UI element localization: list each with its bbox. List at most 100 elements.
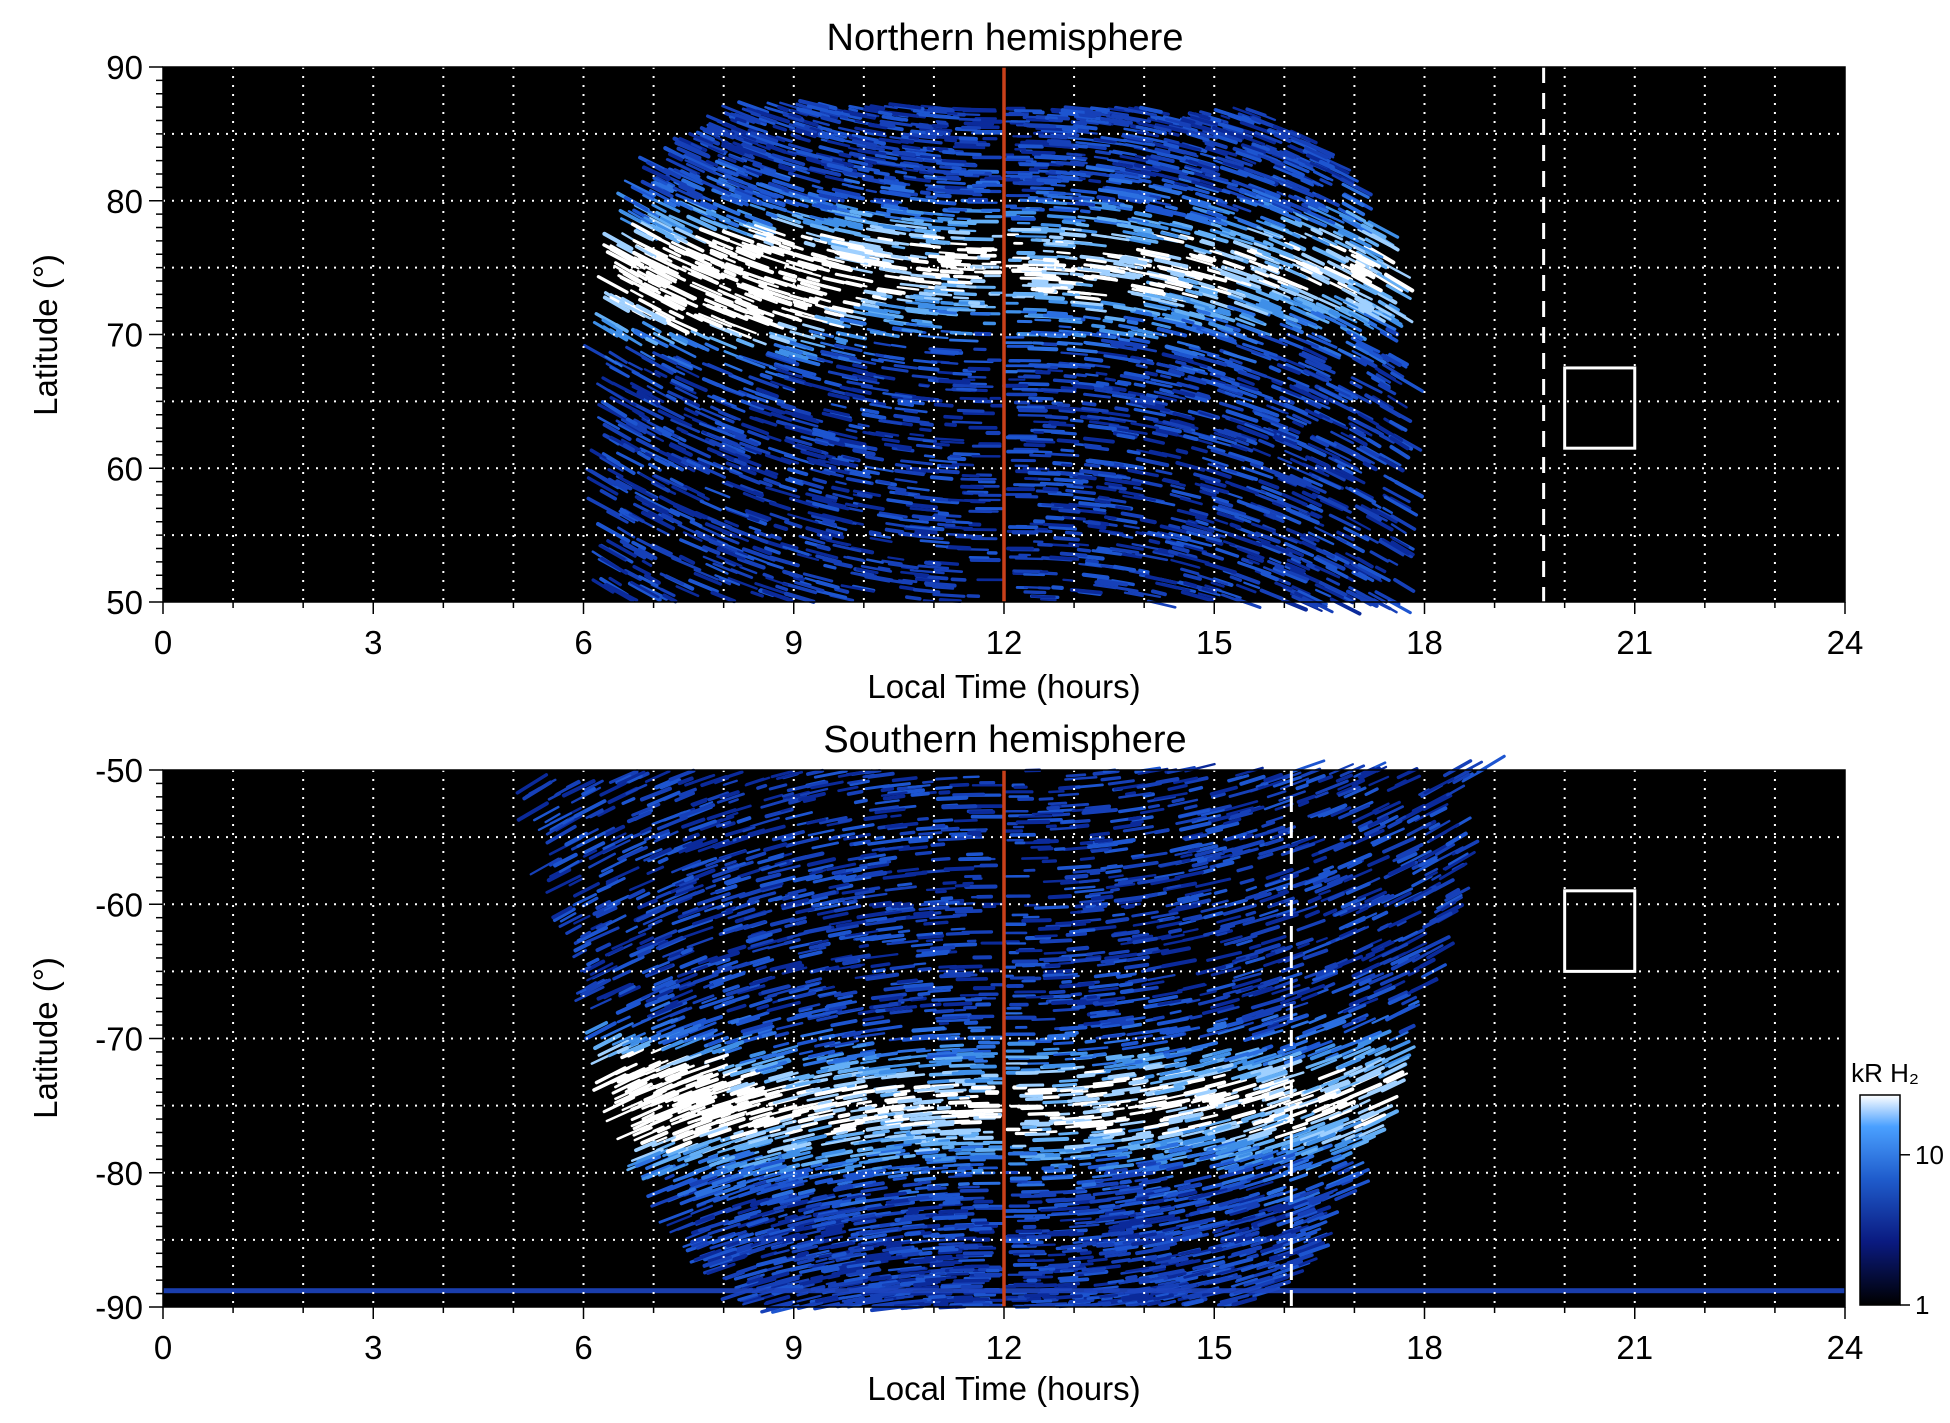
aurora-streak [941,1145,955,1150]
aurora-streak [648,196,681,213]
aurora-streak [1098,495,1110,500]
aurora-streak [1048,235,1064,240]
aurora-streak [941,158,967,164]
aurora-streak [1070,188,1098,195]
aurora-streak [803,240,816,248]
aurora-streak [931,123,948,129]
aurora-streak [914,298,940,304]
aurora-streak [1066,152,1083,157]
aurora-streak [913,167,926,172]
aurora-streak [947,207,968,212]
aurora-streak [938,598,962,604]
aurora-streak [1025,124,1057,129]
aurora-streak [1351,570,1368,581]
aurora-streak [1024,1132,1050,1137]
aurora-streak [1261,485,1283,496]
aurora-streak [1033,1258,1055,1263]
aurora-streak [1027,346,1059,352]
aurora-streak [935,544,949,549]
aurora-streak [911,319,923,323]
aurora-streak [909,196,937,203]
aurora-streak [911,395,935,402]
aurora-streak [1121,255,1139,262]
aurora-streak [1160,374,1172,380]
aurora-streak [1042,275,1060,280]
aurora-streak [959,396,988,401]
aurora-streak [1047,194,1073,199]
aurora-streak [1017,144,1044,149]
y-tick-label: 80 [106,183,143,220]
aurora-streak [1126,552,1139,557]
aurora-streak [1049,555,1080,561]
aurora-streak [952,371,973,377]
aurora-streak [932,585,955,590]
aurora-streak [1062,578,1075,582]
aurora-streak [739,565,758,575]
aurora-streak [950,236,966,240]
aurora-streak [633,418,663,436]
aurora-streak [1144,370,1158,377]
aurora-streak [1072,383,1095,390]
aurora-streak [939,269,964,275]
aurora-streak [1043,181,1058,186]
aurora-streak [1139,517,1157,525]
aurora-streak [1138,178,1152,184]
aurora-streak [1344,240,1367,254]
aurora-streak [1125,1226,1138,1232]
aurora-streak [1075,222,1090,228]
aurora-streak [1108,173,1125,180]
aurora-streak [905,595,922,601]
aurora-streak [1084,1039,1097,1044]
aurora-streak [942,880,957,885]
aurora-streak [1023,573,1046,577]
aurora-streak [952,452,981,457]
aurora-streak [1028,396,1054,401]
aurora-streak [944,422,958,427]
aurora-streak [784,438,795,445]
aurora-streak [1115,543,1145,551]
aurora-streak [909,1240,923,1245]
aurora-streak [835,340,847,345]
aurora-streak [1238,432,1257,442]
aurora-streak [1175,360,1187,366]
aurora-streak [838,152,852,159]
aurora-streak [916,322,934,327]
aurora-streak [952,296,970,300]
aurora-streak [1061,127,1074,132]
aurora-streak [848,151,866,159]
aurora-streak [1155,143,1172,150]
aurora-streak [927,168,947,174]
aurora-streak [1150,114,1165,121]
aurora-streak [1120,941,1133,946]
aurora-streak [864,159,877,165]
aurora-streak [944,185,973,191]
aurora-streak [923,454,936,459]
aurora-streak [884,175,897,181]
aurora-streak [814,296,832,303]
aurora-streak [1040,223,1062,228]
aurora-streak [1349,380,1363,390]
aurora-streak [1089,106,1110,113]
aurora-streak [1072,124,1098,131]
aurora-streak [1108,150,1123,155]
aurora-streak [1114,381,1129,387]
aurora-streak [898,579,913,586]
aurora-streak [1033,155,1059,160]
aurora-streak [937,370,955,375]
aurora-streak [1133,210,1153,218]
aurora-streak [1030,186,1055,191]
aurora-streak [938,1241,965,1246]
aurora-streak [1229,522,1242,530]
aurora-streak [1052,378,1079,384]
aurora-streak [1285,320,1302,330]
aurora-streak [848,107,859,113]
aurora-streak [1346,516,1372,531]
aurora-streak [955,152,982,157]
aurora-streak [1036,178,1062,183]
aurora-streak [823,468,836,474]
aurora-streak [854,1196,867,1202]
aurora-streak [1087,523,1107,530]
aurora-streak [1092,1190,1113,1197]
aurora-streak [1215,547,1240,558]
